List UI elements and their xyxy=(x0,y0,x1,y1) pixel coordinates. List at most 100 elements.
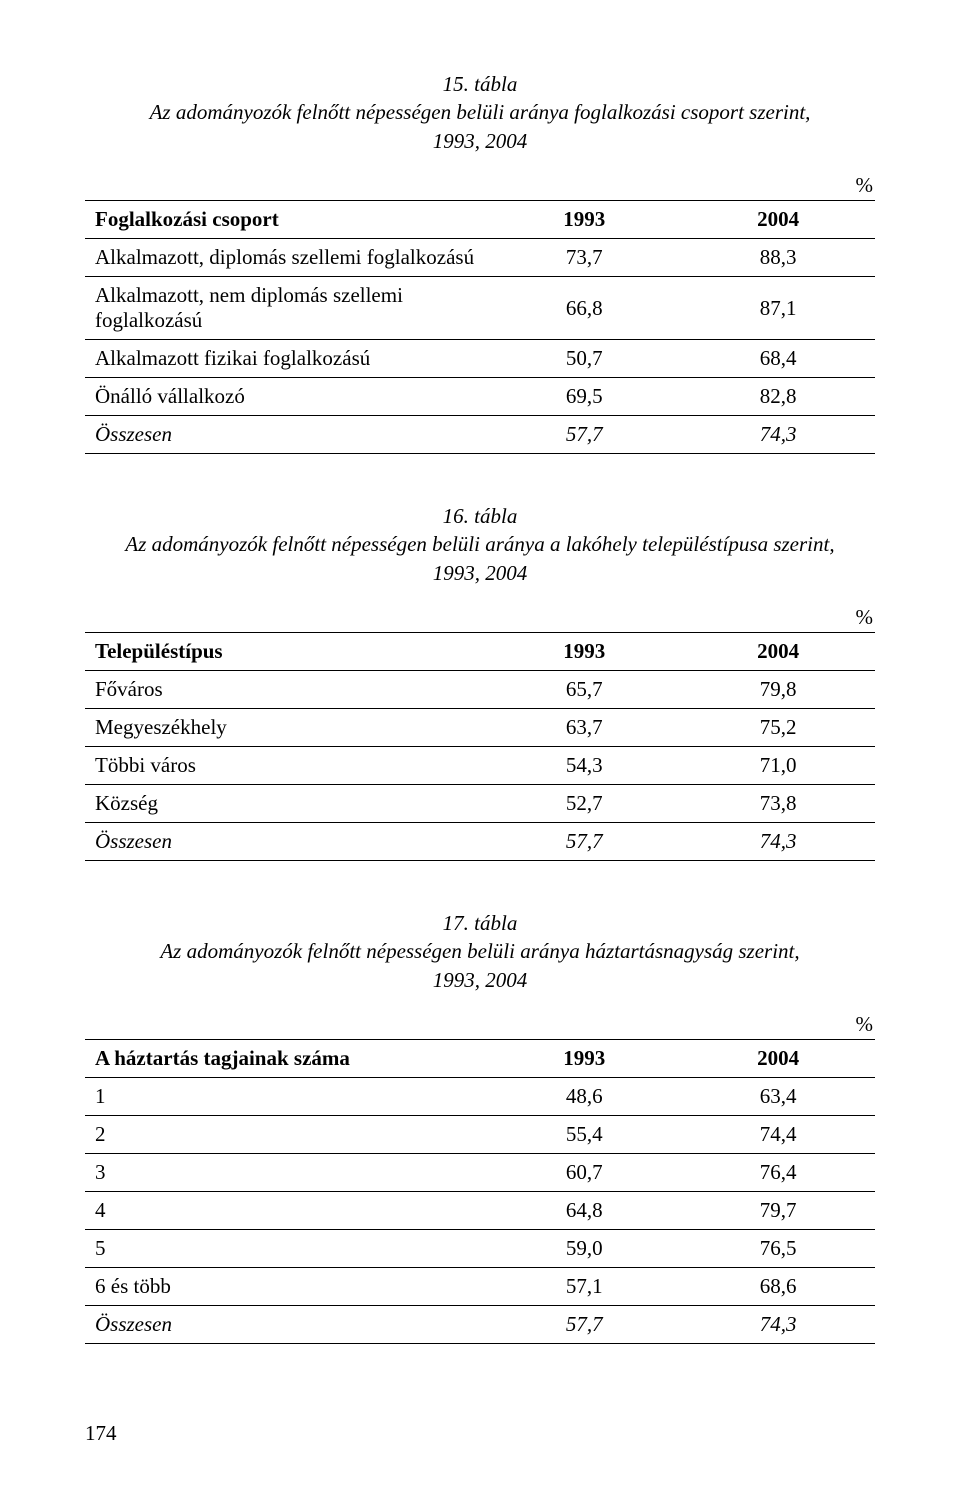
table-cell: 59,0 xyxy=(487,1230,681,1268)
table-cell: 3 xyxy=(85,1154,487,1192)
table-16: Településtípus 1993 2004 Főváros 65,7 79… xyxy=(85,632,875,861)
table-16-title: 16. tábla Az adományozók felnőtt népessé… xyxy=(85,502,875,587)
table-row: Megyeszékhely 63,7 75,2 xyxy=(85,709,875,747)
table-cell: 4 xyxy=(85,1192,487,1230)
page-number: 174 xyxy=(85,1421,117,1446)
table-cell: Többi város xyxy=(85,747,487,785)
table-17: A háztartás tagjainak száma 1993 2004 1 … xyxy=(85,1039,875,1344)
table-row: Önálló vállalkozó 69,5 82,8 xyxy=(85,378,875,416)
table-cell: 57,7 xyxy=(487,1306,681,1344)
table-15-title-line1: Az adományozók felnőtt népességen belüli… xyxy=(150,100,811,124)
table-cell: Alkalmazott, diplomás szellemi foglalkoz… xyxy=(85,239,487,277)
table-cell: 76,4 xyxy=(681,1154,875,1192)
table-row: 6 és több 57,1 68,6 xyxy=(85,1268,875,1306)
table-row: 3 60,7 76,4 xyxy=(85,1154,875,1192)
table-row: 1 48,6 63,4 xyxy=(85,1078,875,1116)
table-cell: 54,3 xyxy=(487,747,681,785)
table-total-row: Összesen 57,7 74,3 xyxy=(85,823,875,861)
table-cell: 73,7 xyxy=(487,239,681,277)
table-row: Alkalmazott, nem diplomás szellemi fogla… xyxy=(85,277,875,340)
table-cell: Község xyxy=(85,785,487,823)
table-cell: 74,3 xyxy=(681,823,875,861)
table-row: 2 55,4 74,4 xyxy=(85,1116,875,1154)
table-total-row: Összesen 57,7 74,3 xyxy=(85,1306,875,1344)
table-cell: 73,8 xyxy=(681,785,875,823)
table-cell: 60,7 xyxy=(487,1154,681,1192)
table-row: 5 59,0 76,5 xyxy=(85,1230,875,1268)
table-17-title: 17. tábla Az adományozók felnőtt népessé… xyxy=(85,909,875,994)
table-cell: 6 és több xyxy=(85,1268,487,1306)
table-15-block: 15. tábla Az adományozók felnőtt népessé… xyxy=(85,70,875,454)
table-row: Többi város 54,3 71,0 xyxy=(85,747,875,785)
table-cell: 88,3 xyxy=(681,239,875,277)
table-16-title-line1: Az adományozók felnőtt népességen belüli… xyxy=(125,532,834,556)
table-15-title-line2: 1993, 2004 xyxy=(433,129,528,153)
table-header-cell: Foglalkozási csoport xyxy=(85,201,487,239)
table-cell: 63,4 xyxy=(681,1078,875,1116)
table-cell: 79,8 xyxy=(681,671,875,709)
table-cell: 68,6 xyxy=(681,1268,875,1306)
table-row: 4 64,8 79,7 xyxy=(85,1192,875,1230)
table-cell: 5 xyxy=(85,1230,487,1268)
table-16-block: 16. tábla Az adományozók felnőtt népessé… xyxy=(85,502,875,861)
table-cell: Alkalmazott fizikai foglalkozású xyxy=(85,340,487,378)
table-row: Alkalmazott, diplomás szellemi foglalkoz… xyxy=(85,239,875,277)
table-cell: 55,4 xyxy=(487,1116,681,1154)
table-cell: Megyeszékhely xyxy=(85,709,487,747)
table-header-row: Foglalkozási csoport 1993 2004 xyxy=(85,201,875,239)
table-15: Foglalkozási csoport 1993 2004 Alkalmazo… xyxy=(85,200,875,454)
table-16-unit: % xyxy=(85,605,873,630)
table-cell: 74,4 xyxy=(681,1116,875,1154)
table-cell: Összesen xyxy=(85,1306,487,1344)
table-cell: 71,0 xyxy=(681,747,875,785)
table-header-cell: 2004 xyxy=(681,633,875,671)
table-cell: 2 xyxy=(85,1116,487,1154)
table-17-number: 17. tábla xyxy=(85,909,875,937)
table-cell: 79,7 xyxy=(681,1192,875,1230)
table-cell: 66,8 xyxy=(487,277,681,340)
table-cell: 64,8 xyxy=(487,1192,681,1230)
table-17-block: 17. tábla Az adományozók felnőtt népessé… xyxy=(85,909,875,1344)
table-cell: 87,1 xyxy=(681,277,875,340)
table-cell: 50,7 xyxy=(487,340,681,378)
table-row: Alkalmazott fizikai foglalkozású 50,7 68… xyxy=(85,340,875,378)
table-header-cell: 1993 xyxy=(487,633,681,671)
table-total-row: Összesen 57,7 74,3 xyxy=(85,416,875,454)
table-header-cell: Településtípus xyxy=(85,633,487,671)
table-cell: 69,5 xyxy=(487,378,681,416)
table-cell: 82,8 xyxy=(681,378,875,416)
table-cell: 63,7 xyxy=(487,709,681,747)
table-17-unit: % xyxy=(85,1012,873,1037)
table-cell: 48,6 xyxy=(487,1078,681,1116)
table-cell: 74,3 xyxy=(681,416,875,454)
table-cell: 1 xyxy=(85,1078,487,1116)
table-row: Község 52,7 73,8 xyxy=(85,785,875,823)
table-17-title-line1: Az adományozók felnőtt népességen belüli… xyxy=(160,939,799,963)
table-cell: 68,4 xyxy=(681,340,875,378)
table-16-title-line2: 1993, 2004 xyxy=(433,561,528,585)
table-header-row: Településtípus 1993 2004 xyxy=(85,633,875,671)
table-cell: 57,7 xyxy=(487,416,681,454)
table-cell: 52,7 xyxy=(487,785,681,823)
table-cell: 57,1 xyxy=(487,1268,681,1306)
table-15-number: 15. tábla xyxy=(85,70,875,98)
table-cell: Összesen xyxy=(85,416,487,454)
table-cell: Főváros xyxy=(85,671,487,709)
table-header-cell: 2004 xyxy=(681,1040,875,1078)
table-17-title-line2: 1993, 2004 xyxy=(433,968,528,992)
table-cell: 57,7 xyxy=(487,823,681,861)
table-cell: Önálló vállalkozó xyxy=(85,378,487,416)
table-header-row: A háztartás tagjainak száma 1993 2004 xyxy=(85,1040,875,1078)
table-header-cell: A háztartás tagjainak száma xyxy=(85,1040,487,1078)
table-header-cell: 2004 xyxy=(681,201,875,239)
table-cell: 74,3 xyxy=(681,1306,875,1344)
table-row: Főváros 65,7 79,8 xyxy=(85,671,875,709)
table-15-unit: % xyxy=(85,173,873,198)
table-15-title: 15. tábla Az adományozók felnőtt népessé… xyxy=(85,70,875,155)
table-cell: 65,7 xyxy=(487,671,681,709)
table-header-cell: 1993 xyxy=(487,201,681,239)
table-cell: Összesen xyxy=(85,823,487,861)
table-16-number: 16. tábla xyxy=(85,502,875,530)
table-cell: Alkalmazott, nem diplomás szellemi fogla… xyxy=(85,277,487,340)
table-header-cell: 1993 xyxy=(487,1040,681,1078)
